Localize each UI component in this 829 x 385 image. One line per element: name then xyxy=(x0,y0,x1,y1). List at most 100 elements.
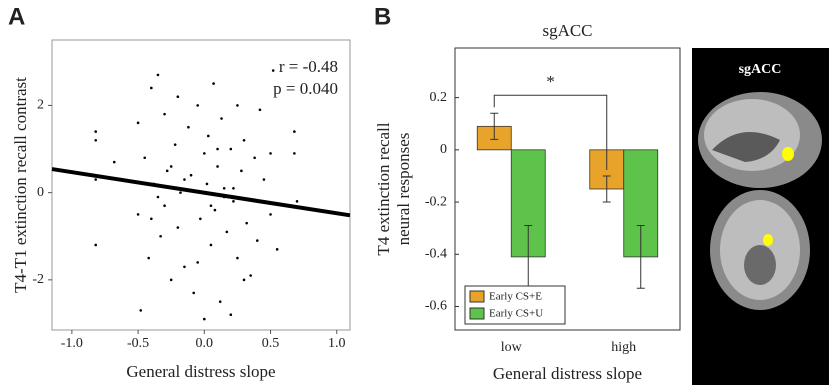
legend-entry: Early CS+U xyxy=(489,308,543,320)
x-tick-label: -0.5 xyxy=(127,336,149,351)
y-tick-label: 2 xyxy=(37,98,44,113)
x-axis-label: General distress slope xyxy=(493,364,642,383)
x-tick-label: -1.0 xyxy=(61,336,83,351)
point xyxy=(256,239,259,242)
brain-sagittal xyxy=(698,92,822,188)
point xyxy=(272,69,275,72)
point xyxy=(187,126,190,129)
point xyxy=(226,231,229,234)
point xyxy=(94,130,97,133)
x-tick-label: high xyxy=(611,340,636,355)
panel-label: A xyxy=(8,3,25,30)
point xyxy=(196,261,199,264)
point xyxy=(216,148,219,151)
point xyxy=(94,244,97,247)
point xyxy=(203,318,206,321)
point xyxy=(183,178,186,181)
point xyxy=(236,257,239,260)
point xyxy=(245,222,248,225)
x-tick-label: low xyxy=(501,340,523,355)
point xyxy=(150,87,153,90)
brain-axial xyxy=(710,190,810,310)
point xyxy=(216,165,219,168)
point xyxy=(296,200,299,203)
point xyxy=(159,235,162,238)
point xyxy=(243,139,246,142)
point xyxy=(196,104,199,107)
legend-swatch xyxy=(470,308,484,319)
point xyxy=(177,95,180,98)
point xyxy=(293,130,296,133)
point xyxy=(263,178,266,181)
point xyxy=(177,226,180,229)
annotation: r = -0.48 xyxy=(279,57,338,76)
point xyxy=(203,152,206,155)
point xyxy=(249,274,252,277)
panel-label: B xyxy=(374,3,391,30)
y-tick-label: 0 xyxy=(37,185,44,200)
point xyxy=(94,139,97,142)
figure: sgACC -1.0 -0.5 0.0 0.5 1.0 -2 0 2 r = -0.48 p = … xyxy=(0,0,829,385)
legend-entry: Early CS+E xyxy=(489,291,542,303)
annotation: p = 0.040 xyxy=(273,79,338,98)
point xyxy=(230,148,233,151)
x-tick-label: 1.0 xyxy=(328,336,346,351)
y-tick-label: -0.4 xyxy=(425,246,447,261)
point xyxy=(179,191,182,194)
point xyxy=(214,209,217,212)
point xyxy=(137,213,140,216)
point xyxy=(183,265,186,268)
point xyxy=(147,257,150,260)
point xyxy=(293,152,296,155)
point xyxy=(276,248,279,251)
y-tick-label: -0.2 xyxy=(425,194,447,209)
point xyxy=(174,143,177,146)
x-tick-label: 0.0 xyxy=(196,336,214,351)
point xyxy=(157,74,160,77)
point xyxy=(170,165,173,168)
point xyxy=(137,122,140,125)
point xyxy=(212,82,215,85)
y-axis-label: neural responses xyxy=(394,133,413,246)
chart-title: sgACC xyxy=(542,21,592,40)
point xyxy=(259,108,262,111)
point xyxy=(210,244,213,247)
page: {"chart_data": [ {"type": "scatter", "pa… xyxy=(0,0,829,385)
point xyxy=(94,178,97,181)
y-tick-label: -2 xyxy=(32,272,44,287)
brain-label: sgACC xyxy=(739,62,782,77)
point xyxy=(219,300,222,303)
y-axis-label: T4-T1 extinction recall contrast xyxy=(11,77,30,293)
point xyxy=(206,183,209,186)
significance-label: * xyxy=(546,72,555,91)
point xyxy=(230,313,233,316)
point xyxy=(139,309,142,312)
point xyxy=(170,279,173,282)
point xyxy=(243,279,246,282)
legend-swatch xyxy=(470,291,484,302)
y-tick-label: 0.2 xyxy=(430,90,448,105)
point xyxy=(199,217,202,220)
point xyxy=(192,292,195,295)
point xyxy=(240,170,243,173)
point xyxy=(113,161,116,164)
point xyxy=(143,156,146,159)
y-axis-label: T4 extinction recall xyxy=(374,122,393,255)
y-tick-label: 0 xyxy=(440,142,447,157)
point xyxy=(157,196,160,199)
fit-line xyxy=(52,169,350,215)
point xyxy=(210,204,213,207)
point xyxy=(236,104,239,107)
point xyxy=(269,213,272,216)
x-tick-label: 0.5 xyxy=(262,336,280,351)
point xyxy=(190,174,193,177)
point xyxy=(223,187,226,190)
point xyxy=(232,187,235,190)
point xyxy=(163,204,166,207)
point xyxy=(207,135,210,138)
point xyxy=(253,156,256,159)
point xyxy=(232,200,235,203)
point xyxy=(269,152,272,155)
point xyxy=(166,170,169,173)
point xyxy=(163,113,166,116)
